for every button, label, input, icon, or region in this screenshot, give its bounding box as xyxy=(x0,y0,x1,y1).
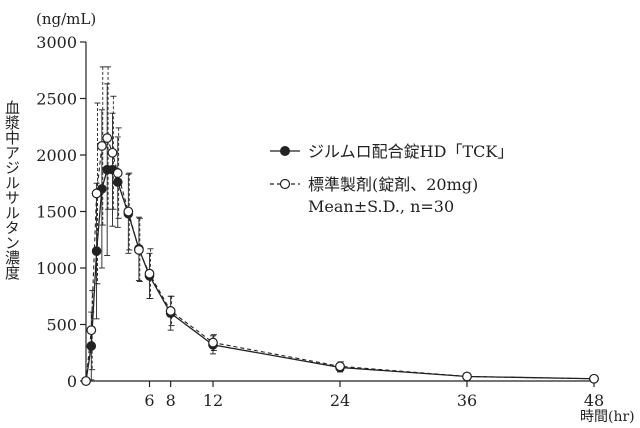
data-point-series-2 xyxy=(144,268,155,279)
axis-labels: (ng/mL) 時間(hr) xyxy=(36,10,635,425)
x-unit-label: 時間(hr) xyxy=(580,409,635,425)
data-point-series-2 xyxy=(123,206,134,217)
y-tick-label: 1000 xyxy=(36,259,77,278)
y-tick-label: 3000 xyxy=(36,33,77,52)
data-point-series-2 xyxy=(112,168,123,178)
y-tick-label: 500 xyxy=(46,316,77,335)
data-point-series-1 xyxy=(86,341,97,351)
y-tick-label: 2500 xyxy=(36,90,77,109)
x-tick-label: 6 xyxy=(144,391,154,410)
legend-label-series-1: ジルムロ配合錠HD「TCK」 xyxy=(308,142,513,161)
legend-footnote: Mean±S.D., n=30 xyxy=(308,197,454,216)
y-tick-label: 1500 xyxy=(36,203,77,222)
data-point-series-1 xyxy=(112,177,123,187)
data-point-series-2 xyxy=(96,141,107,151)
y-tick-label: 0 xyxy=(67,372,77,391)
data-point-series-2 xyxy=(102,133,113,143)
data-point-series-2 xyxy=(86,325,97,336)
x-tick-label: 8 xyxy=(166,391,176,410)
series-line-2 xyxy=(85,136,595,382)
data-point-series-2 xyxy=(107,147,118,158)
axes: 0 500 1000 1500 2000 2500 3000 6 8 12 24 36 48 xyxy=(36,33,604,410)
legend-marker-series-2 xyxy=(279,178,291,190)
x-tick-label: 36 xyxy=(457,391,477,410)
data-point-series-2 xyxy=(589,373,599,384)
data-point-series-2 xyxy=(335,361,345,372)
legend-label-series-2: 標準製剤(錠剤、20mg) xyxy=(308,175,478,194)
x-tick-label: 48 xyxy=(584,391,604,410)
data-point-series-2 xyxy=(462,371,472,382)
y-axis-label: 血漿中アジルサルタン濃度 xyxy=(3,100,21,280)
data-point-series-2 xyxy=(165,306,176,316)
data-point-series-2 xyxy=(134,245,144,255)
data-point-series-1 xyxy=(91,246,102,256)
x-tick-label: 12 xyxy=(203,391,223,410)
legend: ジルムロ配合錠HD「TCK」 標準製剤(錠剤、20mg) Mean±S.D., … xyxy=(270,142,513,216)
y-tick-label: 2000 xyxy=(36,146,77,165)
legend-marker-series-1 xyxy=(280,146,290,156)
error-bars xyxy=(88,66,598,381)
data-point-series-2 xyxy=(208,337,218,348)
data-point-series-2 xyxy=(81,376,91,386)
series-markers xyxy=(81,133,599,386)
y-unit-label: (ng/mL) xyxy=(36,10,96,28)
data-point-series-2 xyxy=(91,188,102,199)
x-tick-label: 24 xyxy=(330,391,350,410)
